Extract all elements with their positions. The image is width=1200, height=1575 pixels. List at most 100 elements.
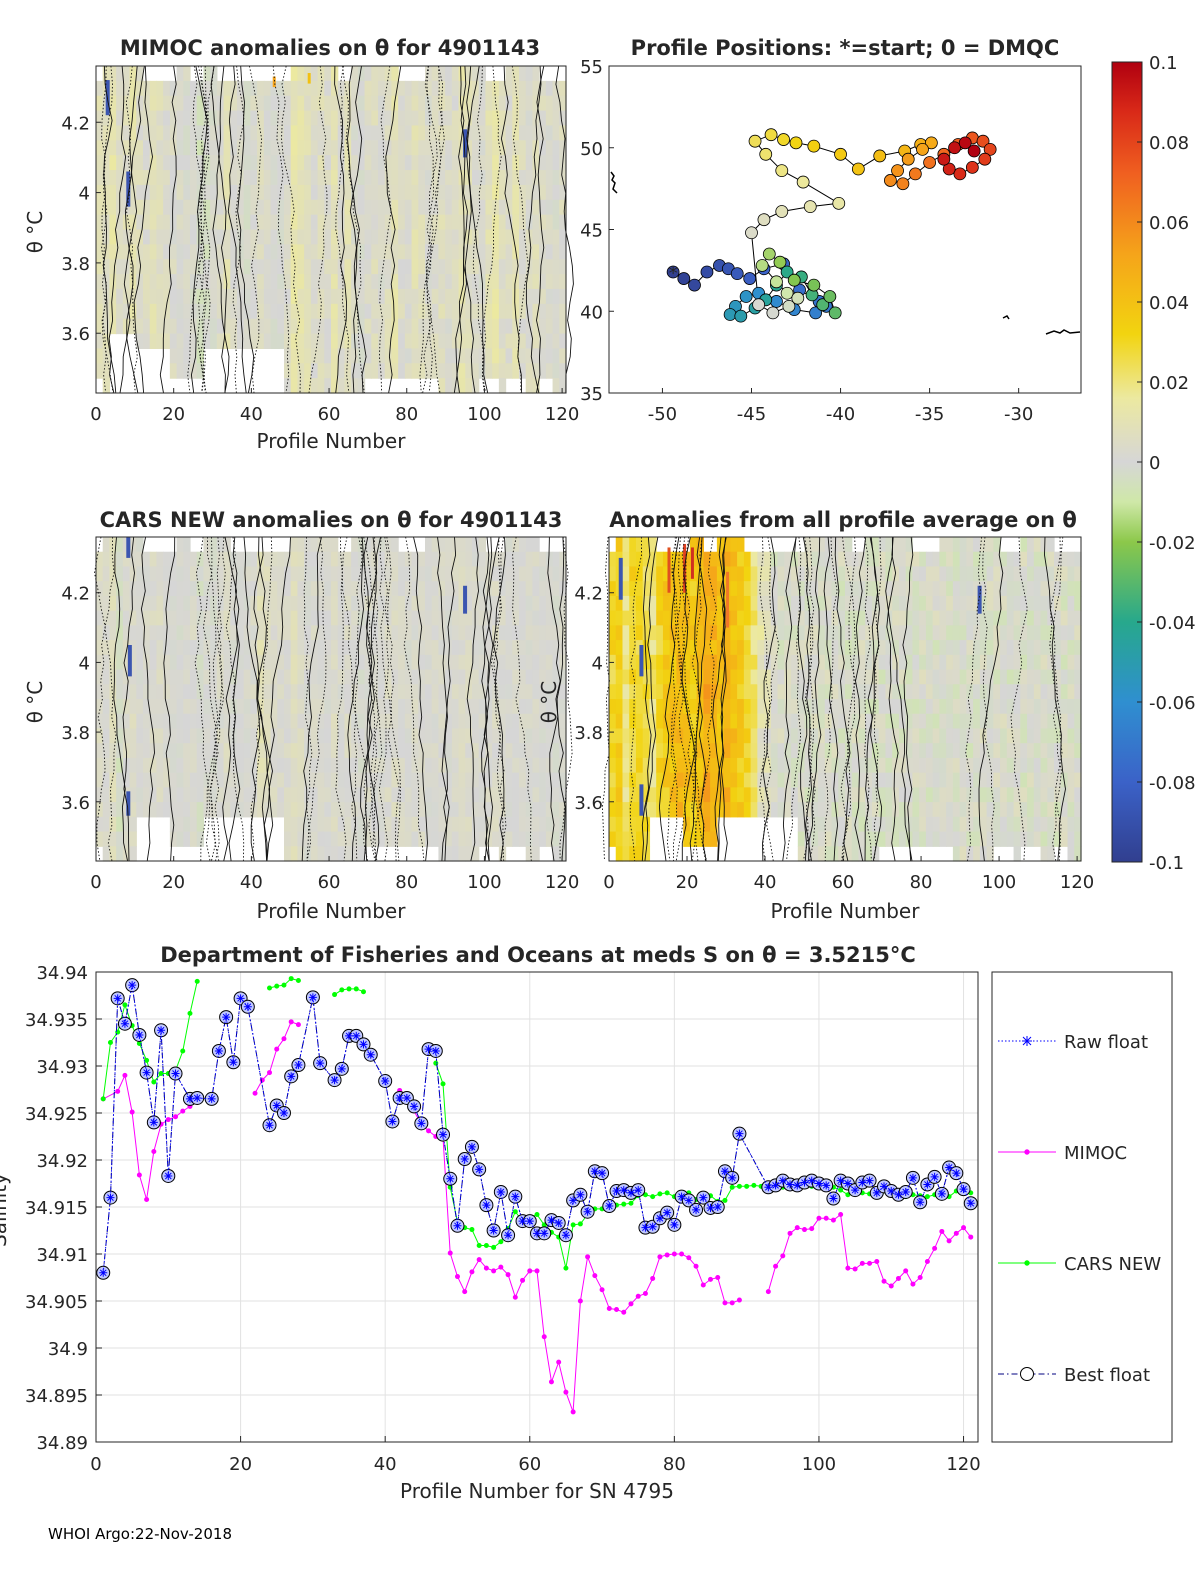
raw-float-point [634,1186,643,1195]
profile-positions-panel: Profile Positions: *=start; 0 = DMQC * -… [580,36,1082,425]
all-average-axes-box [608,536,1082,862]
mimoc-point [671,1251,677,1257]
salinity-panel-title: Department of Fisheries and Oceans at me… [160,943,916,967]
y-tick-label: 34.9 [48,1339,88,1360]
y-tick-label: 34.915 [25,1198,88,1219]
mimoc-point [122,1072,128,1078]
legend-box [991,971,1173,1443]
cars-point [570,1222,576,1228]
x-tick-label: 120 [545,872,579,893]
y-tick-label: 4 [79,184,90,205]
cars-point [187,1010,193,1016]
float-track: * [666,128,997,323]
profile-position-marker [700,265,714,279]
mimoc-x-ticks: 0 20 40 60 80 100 120 [90,388,579,425]
salinity-legend: Raw float MIMOC CARS NEW Best float [991,971,1173,1443]
profile-position-marker [752,298,766,312]
mimoc-point [700,1282,706,1288]
profile-position-marker [976,134,990,148]
x-tick-label: 100 [467,872,501,893]
raw-float-point [814,1179,823,1188]
raw-float-point [402,1093,411,1102]
mimoc-point [476,1257,482,1263]
profile-position-marker [958,136,972,150]
profile-position-marker [834,147,847,161]
colorbar-tick-label: -0.04 [1149,613,1196,634]
mimoc-x-label: Profile Number [257,429,407,453]
cars-point [642,1192,648,1198]
mimoc-point [614,1306,620,1312]
x-tick-label: 60 [318,872,341,893]
cars-point [158,1071,164,1077]
raw-float-point [149,1118,158,1127]
cars-point [722,1197,728,1203]
profile-position-marker [953,167,967,181]
cars-y-label: θ °C [23,681,47,724]
cars-point [563,1265,569,1271]
x-tick-label: 20 [229,1454,252,1475]
y-tick-label: 34.895 [25,1386,88,1407]
mimoc-panel-title: MIMOC anomalies on θ for 4901143 [120,36,540,60]
y-tick-label: 34.94 [36,963,88,984]
x-tick-label: 100 [467,404,501,425]
raw-float-point [410,1102,419,1111]
profile-position-marker [757,213,771,227]
y-tick-label: 34.91 [36,1245,88,1266]
positions-x-ticks: -50 -45 -40 -35 -30 [648,388,1033,425]
mimoc-point [483,1265,489,1271]
mimoc-point [585,1254,591,1260]
raw-float-point [113,994,122,1003]
mimoc-point [736,1297,742,1303]
raw-float-point [352,1031,361,1040]
colorbar-tick-label: 0.08 [1149,133,1189,154]
raw-float-point [822,1181,831,1190]
profile-position-marker [759,147,773,161]
legend-label: MIMOC [1064,1143,1127,1164]
raw-float-point [475,1165,484,1174]
mimoc-point [881,1278,887,1284]
raw-float-point [120,1019,129,1028]
x-tick-label: -35 [915,404,944,425]
anomaly-colorbar: 0.1 0.08 0.06 0.04 0.02 0 -0.02 -0.04 -0.06 -0.08… [1111,53,1196,874]
raw-float-point [945,1163,954,1172]
cars-contours [94,536,573,862]
profile-position-marker [942,162,956,176]
cars-axes-box [95,536,567,862]
mimoc-point [606,1306,612,1312]
cars-point [122,1002,128,1008]
x-tick-label: 80 [395,404,418,425]
raw-float-point [692,1205,701,1214]
mimoc-y-label: θ °C [23,211,47,254]
x-tick-label: 40 [374,1454,397,1475]
mimoc-point [888,1283,894,1289]
mimoc-point [447,1250,453,1256]
mimoc-point [621,1309,627,1315]
raw-float-point [164,1171,173,1180]
y-tick-label: 55 [580,57,603,78]
profile-position-marker [828,306,842,320]
raw-float-point [381,1077,390,1086]
y-tick-label: 34.925 [25,1104,88,1125]
x-tick-label: 80 [395,872,418,893]
raw-float-point [778,1176,787,1185]
profile-position-marker [787,273,801,287]
footer-stamp: WHOI Argo:22-Nov-2018 [48,1525,232,1543]
mimoc-point [729,1300,735,1306]
raw-float-point [128,981,137,990]
profile-position-marker [775,164,789,178]
cars-point [360,989,366,995]
profile-position-marker [978,152,992,166]
profile-position-marker [734,309,748,323]
raw-float-point [388,1117,397,1126]
mimoc-point [144,1196,150,1202]
cars-point [151,1079,157,1085]
mimoc-point [165,1117,171,1123]
mimoc-point [267,1070,273,1076]
raw-float-point [916,1198,925,1207]
raw-float-point [880,1182,889,1191]
mimoc-point [968,1234,974,1240]
x-tick-label: -30 [1004,404,1033,425]
mimoc-point [895,1275,901,1281]
all-average-heatmap [609,537,1082,862]
raw-float-point [648,1222,657,1231]
